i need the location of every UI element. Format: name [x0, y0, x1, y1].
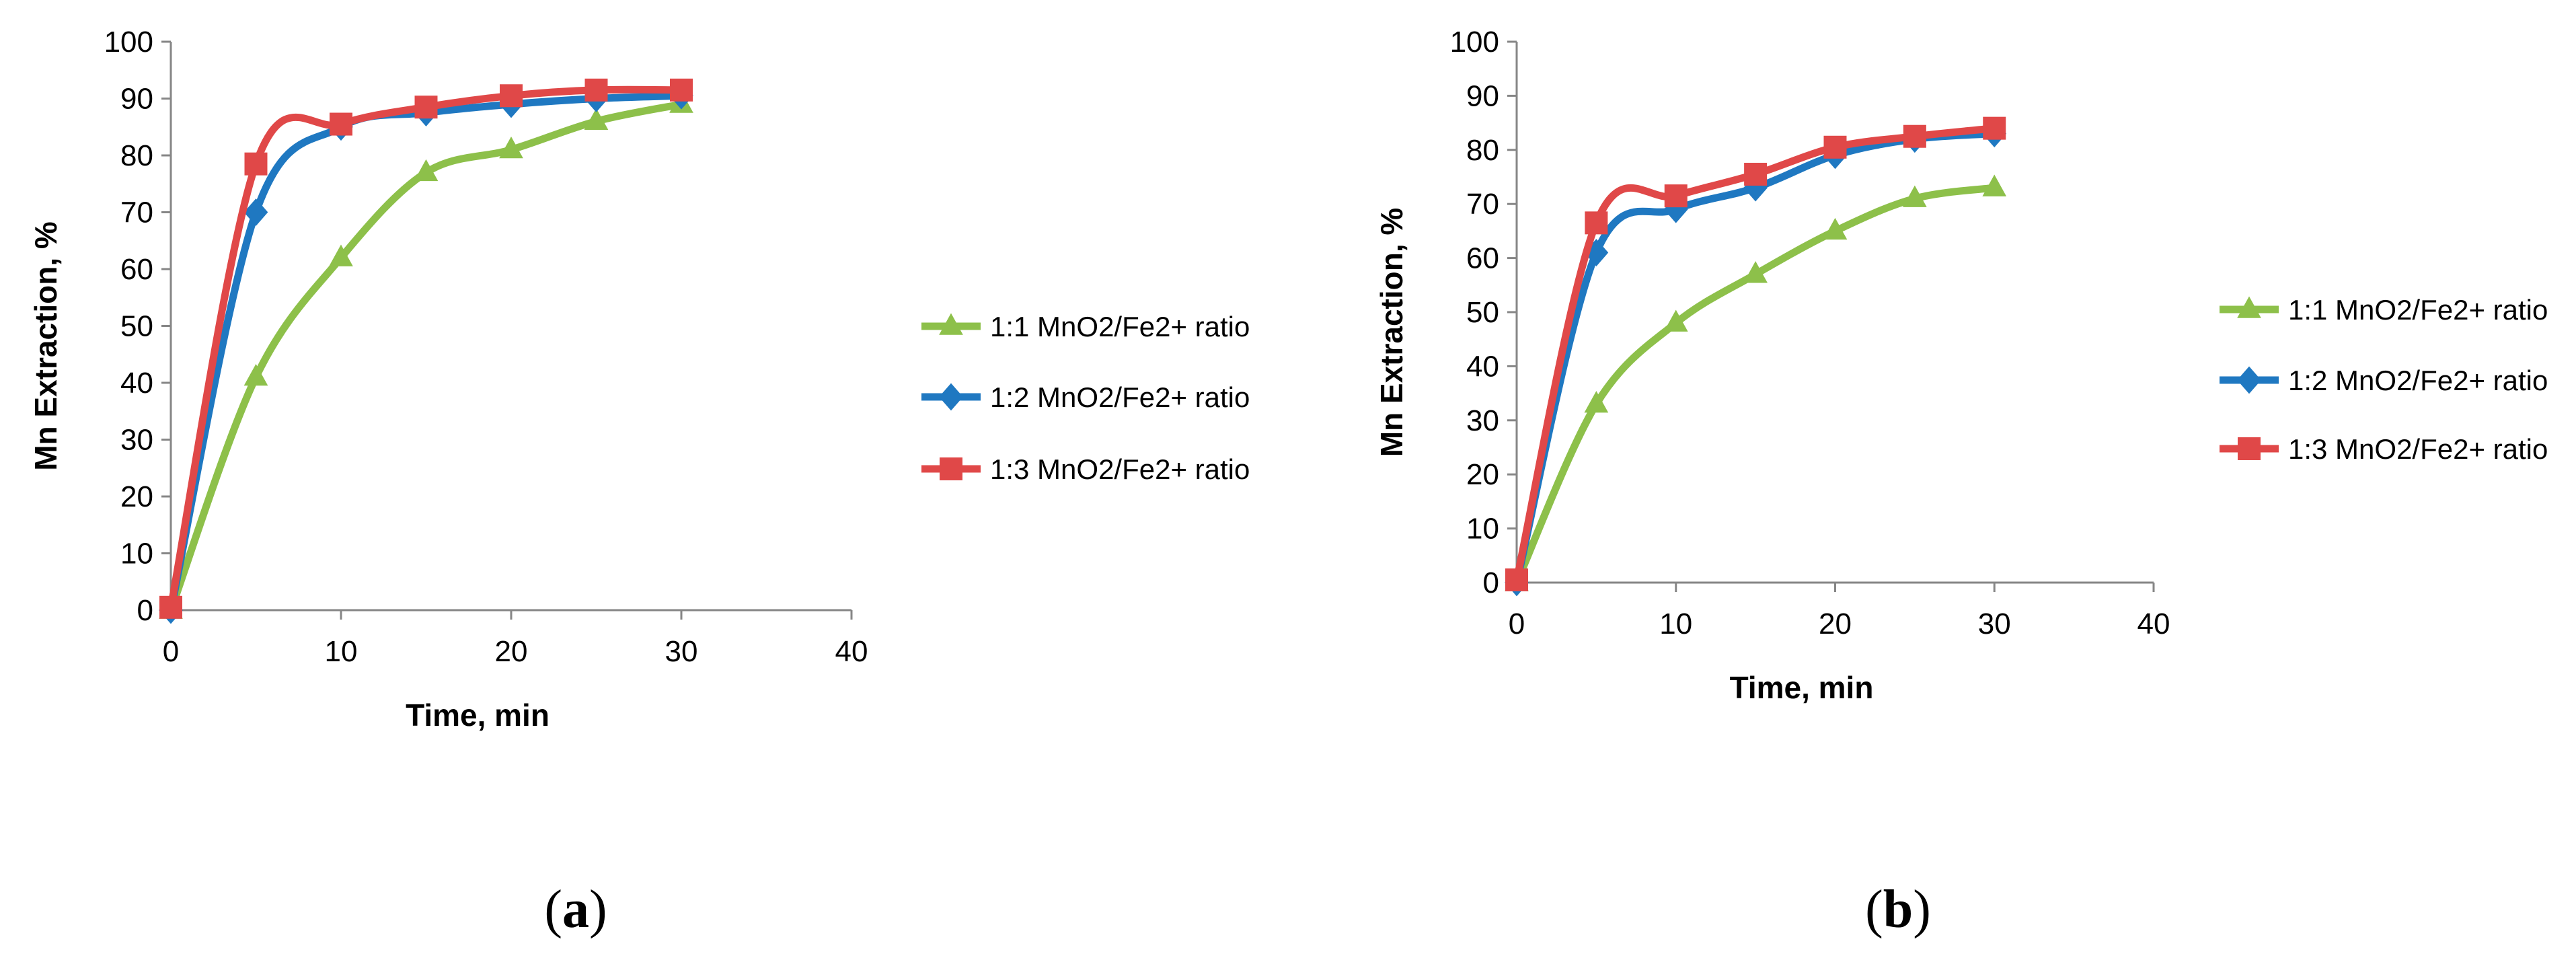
legend-entry: 1:2 MnO2/Fe2+ ratio: [2220, 365, 2548, 396]
x-tick-label: 30: [665, 635, 698, 668]
x-tick-label: 30: [1978, 607, 2011, 640]
x-tick-label: 0: [1509, 607, 1525, 640]
y-tick-label: 100: [1450, 26, 1499, 59]
data-point-square: [1585, 211, 1608, 235]
y-tick-label: 70: [120, 196, 153, 229]
y-tick-label: 10: [1466, 513, 1499, 546]
y-tick-label: 90: [1466, 79, 1499, 112]
data-point-triangle: [1743, 261, 1768, 283]
legend-entry: 1:1 MnO2/Fe2+ ratio: [921, 311, 1250, 342]
y-tick-label: 60: [120, 253, 153, 286]
x-tick-label: 20: [495, 635, 528, 668]
series-line-3: [1513, 124, 1998, 584]
chart-panel-a: 0 10 20 30 40 50 60 70 80 90 100 0 10 20 30 40 Time, min…: [28, 26, 1250, 733]
y-tick-label: 90: [120, 83, 153, 116]
data-point-triangle: [1663, 309, 1688, 332]
legend-marker-diamond: [2237, 366, 2261, 394]
data-point-triangle: [243, 364, 268, 386]
y-tick-label: 80: [1466, 134, 1499, 167]
data-point-triangle: [1823, 217, 1848, 240]
legend-label: 1:2 MnO2/Fe2+ ratio: [990, 381, 1250, 413]
legend-entry: 1:1 MnO2/Fe2+ ratio: [2220, 294, 2548, 326]
data-point-square: [1505, 568, 1528, 591]
series-line-3: [167, 85, 685, 612]
legend-entry: 1:2 MnO2/Fe2+ ratio: [921, 381, 1250, 413]
y-tick-label: 70: [1466, 188, 1499, 221]
y-tick-label: 0: [137, 594, 153, 627]
legend-label: 1:1 MnO2/Fe2+ ratio: [990, 311, 1250, 342]
y-tick-label: 10: [120, 538, 153, 570]
data-point-square: [1664, 184, 1688, 208]
y-tick-label: 20: [1466, 458, 1499, 491]
legend-label: 1:3 MnO2/Fe2+ ratio: [990, 453, 1250, 485]
legend-entry: 1:3 MnO2/Fe2+ ratio: [921, 453, 1250, 485]
x-tick-label: 10: [1659, 607, 1692, 640]
x-tick-label: 20: [1819, 607, 1852, 640]
data-point-triangle: [414, 159, 439, 182]
y-tick-label: 30: [1466, 404, 1499, 437]
panel-label-b: (b): [1865, 880, 1931, 939]
y-tick-label: 80: [120, 139, 153, 172]
y-tick-label: 100: [104, 26, 153, 59]
legend-marker-square: [2238, 437, 2261, 460]
legend-label: 1:3 MnO2/Fe2+ ratio: [2288, 433, 2548, 465]
x-tick-label: 40: [2137, 607, 2170, 640]
data-point-triangle: [499, 137, 523, 159]
data-point-square: [159, 595, 182, 619]
x-tick-label: 0: [163, 635, 179, 668]
y-tick-label: 20: [120, 480, 153, 513]
y-tick-label: 40: [1466, 350, 1499, 383]
x-tick-label: 10: [325, 635, 358, 668]
data-point-square: [330, 112, 352, 136]
data-point-triangle: [1584, 391, 1609, 413]
data-point-square: [670, 78, 693, 102]
y-tick-label: 40: [120, 367, 153, 400]
x-axis-title: Time, min: [1730, 670, 1874, 705]
data-point-triangle: [1982, 174, 2007, 196]
chart-panel-b: 0 10 20 30 40 50 60 70 80 90 100 0 10 20 30 40 Time, min…: [1374, 26, 2548, 705]
legend-entry: 1:3 MnO2/Fe2+ ratio: [2220, 433, 2548, 465]
y-tick-label: 50: [1466, 296, 1499, 329]
y-tick-label: 30: [120, 424, 153, 457]
x-tick-label: 40: [835, 635, 868, 668]
legend-label: 1:2 MnO2/Fe2+ ratio: [2288, 365, 2548, 396]
legend-marker-triangle: [2237, 296, 2261, 318]
panel-label-a: (a): [544, 880, 607, 939]
data-point-diamond: [1584, 239, 1609, 266]
legend-marker-triangle: [939, 313, 963, 335]
y-tick-label: 0: [1483, 566, 1499, 599]
data-point-triangle: [584, 108, 609, 131]
data-point-square: [1744, 162, 1768, 186]
data-point-square: [414, 96, 438, 119]
y-axis-title: Mn Extraction, %: [1374, 208, 1409, 457]
y-tick-label: 50: [120, 310, 153, 343]
legend-label: 1:1 MnO2/Fe2+ ratio: [2288, 294, 2548, 326]
data-point-square: [500, 84, 523, 108]
legend-marker-diamond: [939, 383, 963, 411]
data-point-square: [1823, 135, 1847, 159]
x-axis-title: Time, min: [406, 698, 550, 733]
data-point-triangle: [329, 244, 353, 266]
y-tick-label: 60: [1466, 242, 1499, 275]
data-point-square: [1903, 124, 1926, 148]
data-point-triangle: [1903, 185, 1927, 207]
data-point-square: [1983, 116, 2006, 140]
y-axis-title: Mn Extraction, %: [28, 221, 63, 471]
legend-marker-square: [940, 457, 962, 480]
data-point-square: [584, 78, 608, 102]
data-point-diamond: [243, 198, 268, 226]
data-point-square: [244, 152, 268, 176]
